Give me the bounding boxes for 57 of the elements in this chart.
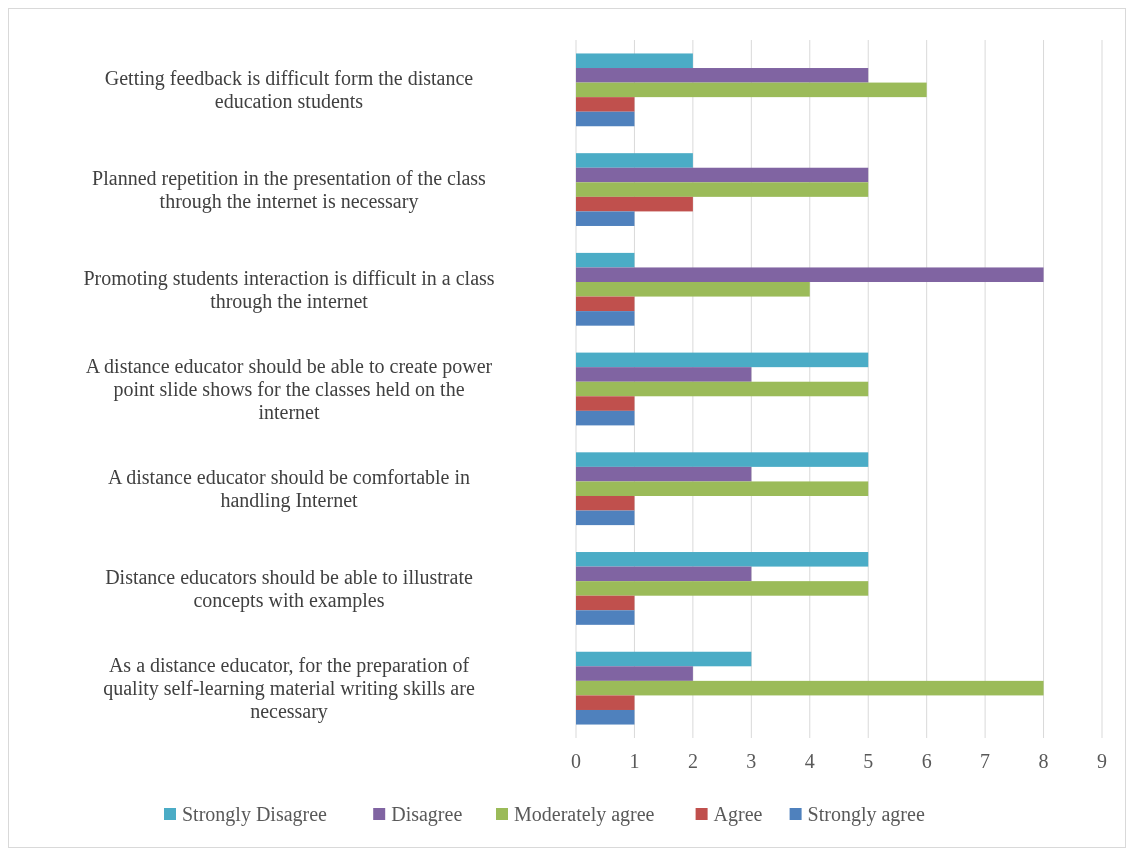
bar bbox=[576, 595, 635, 611]
y-tick-label: A distance educator should be able to create power point slide shows for the classes held on the internet bbox=[85, 355, 493, 423]
legend-label: Disagree bbox=[391, 803, 463, 826]
bar bbox=[576, 481, 869, 496]
x-tick-label: 0 bbox=[571, 750, 581, 772]
bar bbox=[576, 466, 752, 482]
y-tick-label: Promoting students interaction is difficult in a class through the internet bbox=[83, 266, 495, 313]
x-tick-label: 3 bbox=[746, 750, 757, 772]
bar bbox=[576, 153, 693, 168]
bar bbox=[576, 510, 635, 526]
bar bbox=[576, 410, 635, 426]
x-tick-label: 9 bbox=[1097, 750, 1107, 772]
bar bbox=[576, 396, 635, 411]
x-tick-label: 2 bbox=[687, 750, 698, 772]
bar bbox=[576, 211, 635, 226]
x-tick-label: 4 bbox=[804, 750, 815, 772]
bar bbox=[576, 267, 1044, 283]
bar bbox=[576, 452, 869, 467]
bar bbox=[576, 381, 869, 397]
y-tick-label: A distance educator should be comfortable in handling Internet bbox=[107, 466, 471, 513]
bar bbox=[576, 552, 869, 567]
x-tick-label: 5 bbox=[863, 750, 874, 772]
bar bbox=[576, 610, 635, 625]
bar bbox=[576, 566, 752, 582]
bar bbox=[576, 352, 869, 368]
bar bbox=[576, 111, 635, 127]
bar bbox=[576, 53, 693, 69]
bar bbox=[576, 709, 635, 725]
bar bbox=[576, 495, 635, 511]
bar bbox=[576, 695, 635, 710]
bar bbox=[576, 581, 869, 596]
bar bbox=[576, 296, 635, 312]
bar bbox=[576, 680, 1044, 696]
legend-label: Agree bbox=[713, 803, 763, 826]
y-tick-label: Distance educators should be able to illustrate concepts with examples bbox=[105, 565, 473, 612]
y-tick-label: Planned repetition in the presentation of the class through the internet is necessary bbox=[92, 167, 487, 214]
x-tick-label: 6 bbox=[921, 750, 932, 772]
bar bbox=[576, 311, 635, 326]
bar bbox=[576, 252, 635, 268]
bar bbox=[576, 666, 693, 681]
bar bbox=[576, 167, 869, 183]
bar bbox=[576, 97, 635, 112]
legend-label: Strongly Disagree bbox=[182, 803, 328, 826]
bar bbox=[576, 68, 869, 83]
bar bbox=[576, 282, 810, 297]
legend-label: Strongly agree bbox=[807, 803, 925, 826]
bar bbox=[576, 182, 869, 197]
bar bbox=[576, 196, 693, 212]
bar bbox=[576, 367, 752, 382]
x-tick-label: 7 bbox=[980, 750, 991, 772]
x-tick-label: 1 bbox=[629, 750, 640, 772]
legend-label: Moderately agree bbox=[514, 803, 655, 826]
bar bbox=[576, 82, 927, 98]
bar bbox=[576, 651, 752, 667]
x-tick-label: 8 bbox=[1038, 750, 1049, 772]
y-tick-label: Getting feedback is difficult form the distance education students bbox=[104, 67, 474, 113]
y-tick-label: As a distance educator, for the preparation of quality self-learning material writing skills are necessary bbox=[103, 654, 475, 724]
